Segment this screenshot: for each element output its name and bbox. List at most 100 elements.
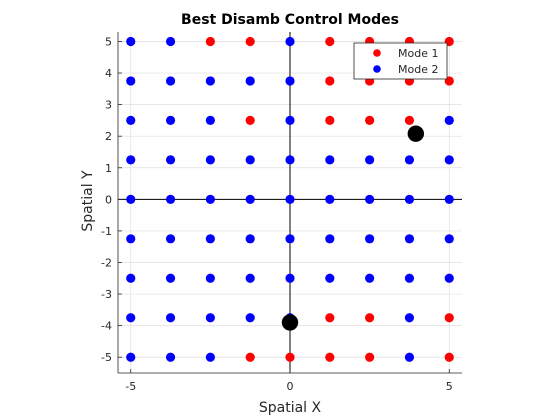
data-point-mode-1 — [404, 115, 415, 126]
data-point-mode-2 — [205, 234, 215, 244]
data-point-mode-2 — [165, 194, 176, 204]
markers — [281, 125, 425, 331]
data-point-mode-2 — [444, 234, 454, 244]
x-tick-label: 0 — [287, 380, 294, 393]
chart-title: Best Disamb Control Modes — [181, 12, 399, 28]
data-point-mode-2 — [126, 155, 136, 165]
data-point-mode-2 — [404, 352, 415, 362]
data-point-mode-2 — [126, 76, 136, 86]
data-point-mode-2 — [285, 36, 295, 47]
y-tick-label: 4 — [105, 67, 112, 80]
data-point-mode-2 — [404, 273, 415, 283]
data-point-mode-2 — [165, 313, 176, 323]
y-tick-label: 5 — [105, 35, 112, 48]
legend-marker-mode-2 — [373, 65, 381, 73]
data-point-mode-2 — [126, 313, 136, 323]
data-point-mode-2 — [126, 36, 136, 47]
data-point-mode-2 — [165, 155, 176, 165]
y-tick-label: -3 — [101, 288, 112, 301]
data-point-mode-2 — [245, 313, 255, 323]
data-point-mode-2 — [285, 194, 295, 204]
data-point-mode-2 — [404, 234, 415, 244]
data-point-mode-2 — [245, 273, 255, 283]
data-point-mode-1 — [325, 352, 335, 362]
y-tick-label: 0 — [105, 193, 112, 206]
data-point-mode-1 — [245, 352, 255, 362]
y-tick-label: -2 — [101, 256, 112, 269]
data-point-mode-2 — [165, 76, 176, 86]
data-point-mode-2 — [444, 155, 454, 165]
data-point-mode-2 — [444, 273, 454, 283]
data-point-mode-2 — [404, 313, 415, 323]
highlight-marker-1 — [281, 314, 299, 331]
data-point-mode-2 — [365, 273, 375, 283]
data-point-mode-1 — [365, 352, 375, 362]
data-point-mode-1 — [325, 76, 335, 86]
data-point-mode-2 — [165, 273, 176, 283]
x-tick-label: -5 — [125, 380, 136, 393]
data-point-mode-2 — [165, 234, 176, 244]
data-point-mode-2 — [285, 76, 295, 86]
data-point-mode-2 — [126, 115, 136, 126]
data-point-mode-2 — [325, 273, 335, 283]
data-point-mode-2 — [205, 194, 215, 204]
data-point-mode-2 — [404, 194, 415, 204]
data-point-mode-2 — [444, 115, 454, 126]
data-point-mode-1 — [245, 36, 255, 47]
data-points — [126, 36, 454, 362]
data-point-mode-2 — [365, 194, 375, 204]
data-point-mode-2 — [285, 115, 295, 126]
data-point-mode-2 — [285, 273, 295, 283]
y-tick-label: 2 — [105, 130, 112, 143]
legend-label-mode-2: Mode 2 — [398, 63, 438, 76]
data-point-mode-2 — [205, 352, 215, 362]
data-point-mode-2 — [205, 313, 215, 323]
legend-label-mode-1: Mode 1 — [398, 47, 438, 60]
data-point-mode-2 — [285, 234, 295, 244]
y-axis-label: Spatial Y — [80, 170, 96, 232]
data-point-mode-2 — [365, 155, 375, 165]
data-point-mode-2 — [126, 352, 136, 362]
data-point-mode-2 — [126, 273, 136, 283]
y-tick-label: 1 — [105, 162, 112, 175]
data-point-mode-2 — [365, 234, 375, 244]
data-point-mode-2 — [205, 76, 215, 86]
axes: -5 0 5 -5 -4 -3 -2 -1 0 1 2 3 4 5 — [101, 32, 462, 393]
data-point-mode-2 — [325, 155, 335, 165]
data-point-mode-2 — [285, 155, 295, 165]
data-point-mode-2 — [245, 234, 255, 244]
data-point-mode-2 — [205, 273, 215, 283]
x-tick-label: 5 — [446, 380, 453, 393]
data-point-mode-2 — [165, 352, 176, 362]
y-tick-label: -4 — [101, 320, 112, 333]
data-point-mode-1 — [444, 352, 454, 362]
data-point-mode-2 — [444, 194, 454, 204]
y-tick-label: -1 — [101, 225, 112, 238]
x-axis-label: Spatial X — [259, 400, 322, 416]
data-point-mode-1 — [205, 36, 215, 47]
data-point-mode-1 — [285, 352, 295, 362]
legend-box — [353, 42, 448, 80]
y-tick-label: -5 — [101, 351, 112, 364]
data-point-mode-2 — [325, 194, 335, 204]
data-point-mode-1 — [365, 313, 375, 323]
data-point-mode-2 — [126, 194, 136, 204]
data-point-mode-2 — [245, 194, 255, 204]
data-point-mode-1 — [444, 313, 454, 323]
legend: Mode 1 Mode 2 — [353, 42, 448, 80]
data-point-mode-1 — [325, 36, 335, 47]
data-point-mode-2 — [165, 115, 176, 126]
data-point-mode-1 — [365, 115, 375, 126]
legend-marker-mode-1 — [373, 49, 381, 57]
highlight-marker-0 — [407, 125, 425, 142]
data-point-mode-2 — [165, 36, 176, 47]
data-point-mode-2 — [205, 155, 215, 165]
data-point-mode-1 — [245, 115, 255, 126]
data-point-mode-2 — [404, 155, 415, 165]
data-point-mode-2 — [205, 115, 215, 126]
data-point-mode-1 — [325, 115, 335, 126]
data-point-mode-2 — [325, 234, 335, 244]
data-point-mode-1 — [325, 313, 335, 323]
data-point-mode-2 — [126, 234, 136, 244]
